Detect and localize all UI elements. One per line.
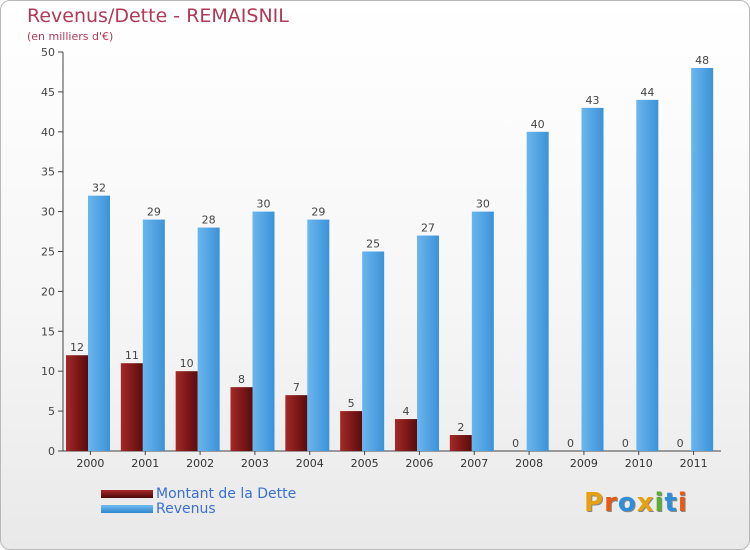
revenue-data-label: 48: [695, 54, 709, 67]
revenue-bar: [142, 219, 165, 451]
y-tick-label: 0: [48, 445, 55, 458]
logo-letter: x: [636, 488, 655, 518]
logo-letter: o: [617, 488, 637, 518]
revenue-data-label: 27: [421, 222, 435, 235]
revenue-bar: [636, 99, 659, 451]
y-tick-label: 50: [41, 46, 55, 59]
debt-bar: [120, 363, 143, 451]
x-tick-label: 2000: [76, 457, 104, 470]
revenue-data-label: 25: [366, 238, 380, 251]
logo-letter: r: [604, 488, 618, 518]
debt-data-label: 12: [70, 341, 84, 354]
x-tick-label: 2008: [515, 457, 543, 470]
debt-bar: [175, 371, 198, 451]
revenue-bar: [88, 195, 110, 451]
chart-title: Revenus/Dette - REMAISNIL: [27, 5, 289, 27]
revenue-bar: [197, 227, 220, 451]
debt-data-label: 0: [677, 437, 684, 450]
y-tick-label: 25: [41, 246, 55, 259]
x-tick-label: 2010: [625, 457, 653, 470]
debt-data-label: 0: [622, 437, 629, 450]
chart-subtitle: (en milliers d'€): [27, 30, 114, 43]
debt-bar: [395, 419, 417, 451]
x-tick-label: 2001: [131, 457, 159, 470]
legend-swatch-revenue: [101, 505, 153, 513]
revenue-bar: [417, 235, 439, 451]
revenue-data-label: 40: [531, 118, 545, 131]
revenue-bar: [362, 251, 385, 451]
x-tick-label: 2007: [460, 457, 488, 470]
x-tick-label: 2002: [186, 457, 214, 470]
debt-data-label: 4: [403, 405, 410, 418]
debt-data-label: 7: [293, 381, 300, 394]
revenue-data-label: 29: [147, 206, 161, 219]
logo-letter: i: [677, 488, 688, 518]
debt-bar: [66, 355, 88, 451]
logo-letter: t: [664, 488, 678, 518]
x-tick-label: 2005: [351, 457, 379, 470]
y-tick-label: 45: [41, 86, 55, 99]
y-tick-label: 30: [41, 206, 55, 219]
revenue-data-label: 30: [476, 198, 490, 211]
debt-bar: [230, 387, 253, 451]
x-tick-label: 2011: [680, 457, 708, 470]
y-tick-label: 15: [41, 325, 55, 338]
revenue-data-label: 30: [257, 198, 271, 211]
x-tick-label: 2006: [405, 457, 433, 470]
revenue-data-label: 29: [311, 206, 325, 219]
y-tick-label: 40: [41, 126, 55, 139]
y-tick-label: 10: [41, 365, 55, 378]
legend-label-revenue: Revenus: [156, 501, 216, 517]
debt-bar: [449, 435, 472, 451]
revenue-data-label: 44: [640, 86, 654, 99]
y-tick-label: 20: [41, 285, 55, 298]
logo-letter: P: [584, 488, 605, 518]
y-tick-label: 5: [48, 405, 55, 418]
x-tick-label: 2003: [241, 457, 269, 470]
y-tick-label: 35: [41, 166, 55, 179]
revenue-bar: [526, 131, 549, 452]
debt-bar: [285, 395, 308, 451]
debt-data-label: 2: [457, 421, 464, 434]
revenue-data-label: 43: [586, 94, 600, 107]
revenue-bar: [691, 67, 714, 452]
proxiti-logo: Proxiti: [584, 488, 688, 518]
x-tick-label: 2004: [296, 457, 324, 470]
debt-data-label: 5: [348, 397, 355, 410]
revenue-bar: [581, 107, 604, 452]
debt-data-label: 11: [125, 349, 139, 362]
logo-letter: i: [654, 488, 665, 518]
revenue-data-label: 32: [92, 182, 106, 195]
revenue-bar: [471, 211, 494, 451]
legend-swatch-debt: [101, 490, 153, 498]
debt-data-label: 0: [512, 437, 519, 450]
revenue-bar: [252, 211, 275, 451]
debt-data-label: 0: [567, 437, 574, 450]
legend-label-debt: Montant de la Dette: [156, 486, 297, 502]
debt-data-label: 8: [238, 373, 245, 386]
revenue-bar: [307, 219, 330, 451]
x-tick-label: 2009: [570, 457, 598, 470]
debt-bar: [340, 411, 363, 451]
revenue-data-label: 28: [202, 214, 216, 227]
debt-data-label: 10: [180, 357, 194, 370]
